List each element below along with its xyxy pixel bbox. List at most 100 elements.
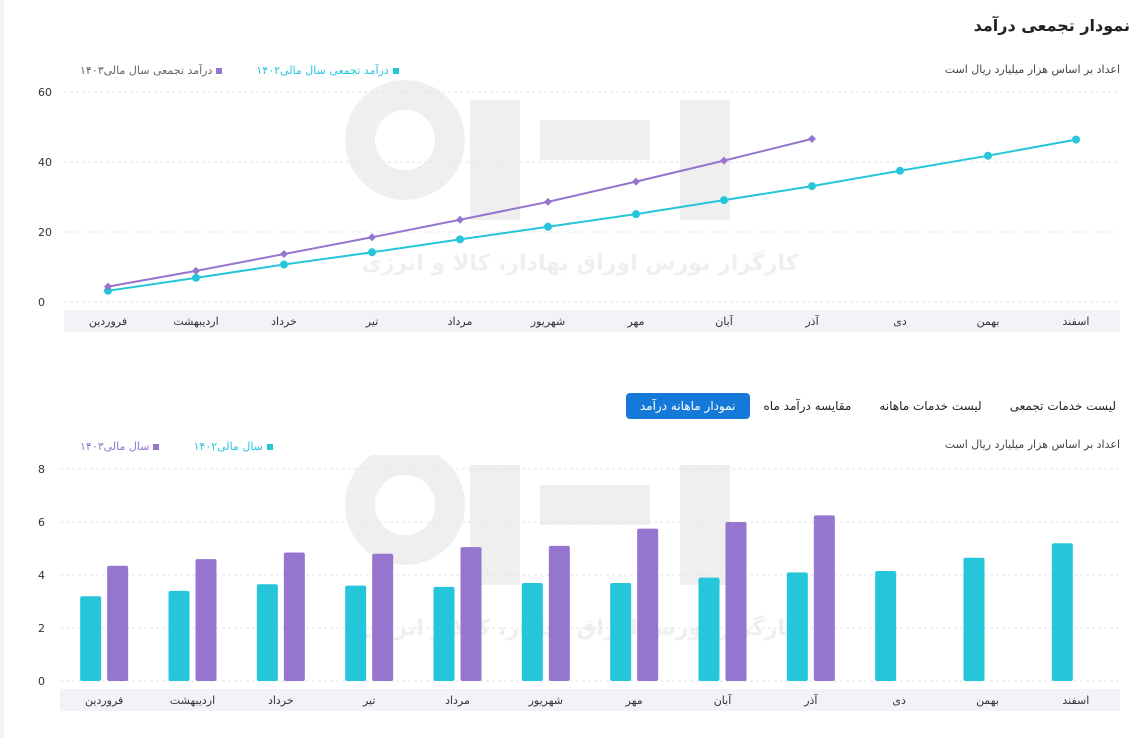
bar-1402 (521, 582, 543, 681)
bar-1403 (813, 515, 835, 681)
y-tick-label: 2 (38, 622, 45, 635)
watermark-shape (345, 80, 465, 200)
data-point (280, 260, 288, 269)
x-tick-label: مرداد (445, 694, 470, 707)
x-tick-label: فروردین (85, 694, 123, 707)
series-line-0 (107, 138, 1077, 292)
y-tick-label: 4 (38, 569, 45, 582)
x-tick-label: آبان (715, 314, 733, 328)
bar-chart: کارگزار بورس اوراق بهادار، کالا و انرژی0… (38, 455, 1120, 711)
bar-1402 (433, 586, 455, 681)
x-axis-band (60, 689, 1120, 711)
watermark-text: کارگزار بورس اوراق بهادار، کالا و انرژی (362, 249, 799, 276)
watermark-shape (470, 100, 520, 220)
watermark-shape (680, 465, 730, 585)
bar-1402 (80, 596, 102, 681)
data-point (632, 177, 640, 186)
data-point (280, 250, 288, 259)
x-tick-label: تیر (362, 694, 375, 707)
data-point (808, 182, 816, 191)
x-tick-label: دی (892, 694, 906, 707)
x-tick-label: آبان (714, 693, 732, 707)
y-tick-label: 6 (38, 516, 45, 529)
data-point (544, 197, 552, 206)
data-point (456, 235, 464, 244)
x-tick-label: خرداد (268, 694, 294, 707)
line-chart-note: اعداد بر اساس هزار میلیارد ریال است (944, 63, 1120, 76)
data-point (456, 215, 464, 224)
bar-1403 (283, 552, 305, 681)
data-point (192, 273, 200, 282)
x-tick-label: شهریور (528, 694, 563, 707)
data-point (720, 196, 728, 205)
data-point (192, 266, 200, 275)
data-point (1072, 135, 1080, 144)
bar-chart-legend: سال مالی۱۴۰۲ سال مالی۱۴۰۳ (80, 440, 273, 453)
bar-1402 (786, 572, 808, 681)
page-title: نمودار تجمعی درآمد (973, 16, 1130, 35)
bar-1403 (548, 545, 570, 681)
bar-1402 (256, 584, 278, 681)
legend-label: درآمد تجمعی سال مالی۱۴۰۲ (256, 64, 389, 77)
x-tick-label: تیر (365, 315, 378, 328)
legend-swatch-purple (153, 443, 160, 450)
legend-swatch-purple (216, 67, 223, 74)
tab-monthly-revenue-chart[interactable]: نمودار ماهانه درآمد (625, 393, 750, 419)
legend-label: درآمد تجمعی سال مالی۱۴۰۳ (80, 64, 213, 77)
watermark-shape (540, 120, 650, 160)
bar-1403 (460, 547, 482, 681)
legend-item-1403[interactable]: درآمد تجمعی سال مالی۱۴۰۳ (80, 64, 223, 77)
line-chart: کارگزار بورس اوراق بهادار، کالا و انرژی 0… (38, 80, 1120, 332)
bar-1403 (107, 565, 129, 681)
data-point (720, 156, 728, 165)
legend-label: سال مالی۱۴۰۲ (193, 440, 263, 453)
bar-1402 (345, 585, 367, 681)
bar-chart-note: اعداد بر اساس هزار میلیارد ریال است (944, 438, 1120, 451)
x-tick-label: مهر (625, 694, 643, 707)
x-axis-band (64, 310, 1120, 332)
legend-item-1402[interactable]: درآمد تجمعی سال مالی۱۴۰۲ (256, 64, 399, 77)
bar-1403 (372, 553, 394, 681)
tab-monthly-services-list[interactable]: لیست خدمات ماهانه (879, 399, 982, 413)
y-tick-label: 0 (38, 675, 45, 688)
line-chart-legend: درآمد تجمعی سال مالی۱۴۰۲ درآمد تجمعی سال… (80, 64, 399, 77)
bar-1402 (698, 577, 720, 681)
tab-bar: نمودار ماهانه درآمد مقایسه درآمد ماه لیس… (625, 393, 1130, 419)
x-tick-label: آذر (803, 693, 818, 707)
x-tick-label: مرداد (448, 315, 473, 328)
data-point (632, 210, 640, 219)
x-tick-label: بهمن (976, 694, 999, 707)
watermark-shape (345, 455, 465, 565)
legend-swatch-teal (392, 67, 399, 74)
x-tick-label: شهریور (530, 315, 565, 328)
x-tick-label: مهر (626, 315, 644, 328)
y-tick-label: 40 (38, 156, 52, 169)
watermark-shape (540, 485, 650, 525)
x-tick-label: آذر (804, 314, 819, 328)
bar-1402 (1051, 543, 1073, 681)
bar-1403 (725, 522, 747, 681)
y-tick-label: 60 (38, 86, 52, 99)
x-tick-label: اسفند (1063, 315, 1090, 328)
bar-1402 (610, 582, 632, 681)
left-border (0, 0, 4, 738)
data-point (104, 286, 112, 295)
watermark-logo: کارگزار بورس اوراق بهادار، کالا و انرژی (345, 80, 799, 276)
x-tick-label: خرداد (271, 315, 297, 328)
x-tick-label: اردیبهشت (170, 694, 215, 707)
bar-1402 (875, 571, 897, 681)
data-point (808, 134, 816, 143)
data-point (896, 166, 904, 175)
bar-1403 (195, 559, 217, 681)
bar-1402 (168, 590, 190, 681)
legend-item-1403[interactable]: سال مالی۱۴۰۳ (80, 440, 160, 453)
data-point (544, 222, 552, 231)
y-tick-label: 0 (38, 296, 45, 309)
tab-compare-month-revenue[interactable]: مقایسه درآمد ماه (763, 399, 852, 413)
legend-swatch-teal (266, 443, 273, 450)
legend-item-1402[interactable]: سال مالی۱۴۰۲ (193, 440, 273, 453)
y-tick-label: 20 (38, 226, 52, 239)
data-point (104, 282, 112, 291)
tab-cumulative-services-list[interactable]: لیست خدمات تجمعی (1009, 399, 1116, 413)
x-tick-label: فروردین (89, 315, 127, 328)
